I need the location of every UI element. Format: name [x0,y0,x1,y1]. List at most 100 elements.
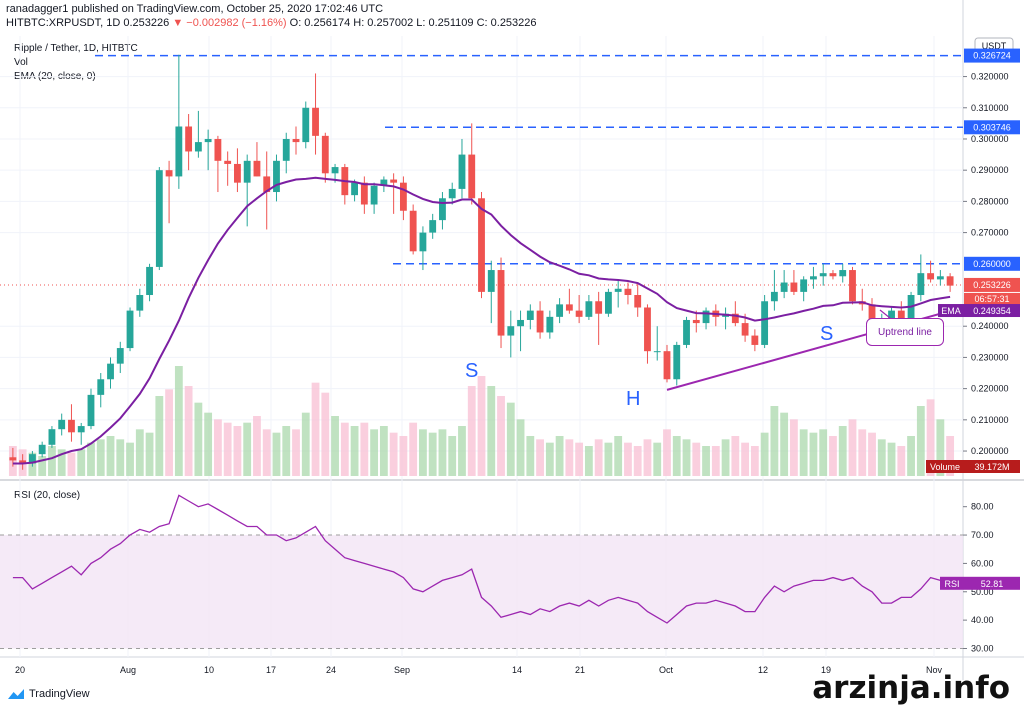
volume-bar [438,429,447,476]
candle-body [28,454,36,464]
volume-bar [526,436,535,476]
volume-bar [233,426,242,476]
candle-body [702,310,710,324]
volume-bar [868,432,876,476]
candle-body [780,282,788,292]
rsi-tick-label: 30.00 [971,643,994,653]
rsi-legend[interactable]: RSI (20, close) [14,490,81,501]
volume-bar [506,402,515,476]
time-tick-label: 19 [821,665,831,675]
candle-body [546,316,554,333]
volume-bar [711,446,720,476]
volume-bar [780,412,789,476]
candle-body [585,301,593,317]
rsi-band [0,535,963,649]
volume-bar [409,422,418,476]
volume-bar [477,376,486,476]
volume-bar [946,436,955,476]
symbol-ohlc-line: HITBTC:XRPUSDT, 1D 0.253226 ▼ −0.002982 … [6,16,537,30]
volume-bar [536,439,544,476]
volume-bar [467,386,476,476]
volume-bar [604,442,613,476]
currency-badge-label: USDT [982,41,1007,51]
volume-bar [145,432,154,476]
candle-body [107,363,114,380]
candle-body [556,304,564,317]
ema-value-label: 0.249354 [973,306,1011,316]
candle-body [673,344,681,380]
candle-body [458,154,466,189]
volume-bar [672,436,681,476]
candle-body [234,163,241,183]
volume-bar [750,446,759,476]
volume-bar [624,442,632,476]
time-tick-label: Oct [659,665,674,675]
chart-header: ranadagger1 published on TradingView.com… [6,2,537,30]
candle-body [419,232,427,252]
volume-bar [458,426,466,476]
rsi-tick-label: 50.00 [971,587,994,597]
candle-body [624,288,632,296]
candle-body [565,304,573,311]
publish-info: ranadagger1 published on TradingView.com… [6,3,384,15]
volume-bar [829,436,837,476]
volume-bar [253,416,261,476]
ema-line [12,176,951,465]
candle-body [126,310,134,349]
level-price-tag [964,256,1020,271]
candle-body [575,310,583,317]
volume-bar [38,456,47,476]
rsi-name-tag [940,576,964,590]
candle-body [849,270,856,302]
volume-bar [135,429,144,476]
volume-bar [331,416,339,476]
legend-vol[interactable]: Vol [14,57,28,68]
candle-body [409,210,417,252]
ema-value-tag [964,304,1020,318]
ohlc-values: O: 0.256174 H: 0.257002 L: 0.251109 C: 0… [289,17,537,29]
candle-body [214,138,222,161]
volume-bar [809,432,818,476]
countdown-tag [964,292,1020,305]
volume-bar [360,422,369,476]
rsi-value-tag [964,576,1020,590]
site-watermark: arzinja.info [812,670,1010,706]
candle-body [770,291,778,302]
volume-bar [174,366,183,476]
legend-pair[interactable]: Ripple / Tether, 1D, HITBTC [14,43,138,54]
price-tick-label: 0.310000 [971,103,1009,113]
right-shoulder-label: S [820,323,834,345]
volume-bar [907,436,915,476]
volume-bar [614,436,623,476]
level-price-label: 0.326724 [973,51,1011,61]
callout-pointer [879,309,891,319]
volume-bar [594,439,603,476]
volume-bar [819,429,828,476]
candle-body [302,107,310,143]
price-tick-label: 0.230000 [971,352,1009,362]
level-price-label: 0.303746 [973,122,1011,132]
candle-body [946,276,954,286]
volume-bar [926,399,935,476]
candle-body [370,185,378,205]
time-tick-label: 12 [758,665,768,675]
candle-body [292,138,300,143]
volume-bar [848,419,857,476]
time-tick-label: 20 [15,665,25,675]
countdown-label: 06:57:31 [974,294,1009,304]
candle-body [331,167,339,174]
volume-bar [48,446,56,476]
price-tick-label: 0.220000 [971,384,1009,394]
candle-body [19,460,27,464]
volume-bar [419,429,427,476]
volume-bar [321,392,330,476]
volume-bar [799,429,808,476]
tradingview-logo[interactable]: TradingView [8,688,90,700]
volume-bar [516,419,525,476]
level-price-tag [964,48,1020,63]
candle-body [204,138,212,143]
candle-body [263,176,271,193]
volume-bar [57,449,66,476]
price-tick-label: 0.280000 [971,196,1009,206]
